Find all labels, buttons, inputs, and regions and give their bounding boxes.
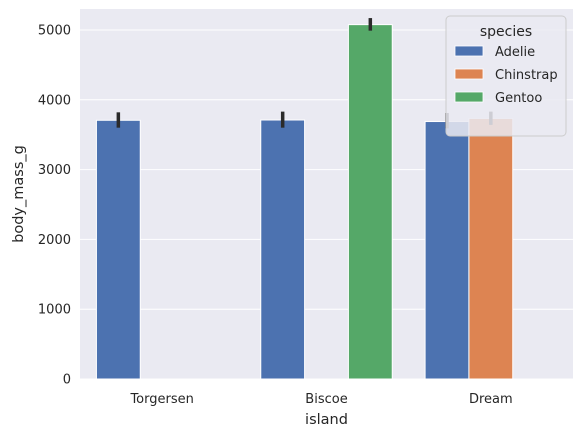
bar-adelie-biscoe	[261, 120, 305, 379]
y-axis: 0 1000 2000 3000 4000 5000	[38, 23, 71, 387]
y-tick-label: 0	[63, 373, 71, 388]
legend-label-adelie: Adelie	[495, 45, 535, 60]
legend: species Adelie Chinstrap Gentoo	[446, 16, 566, 136]
y-tick-label: 4000	[38, 93, 71, 108]
bar-adelie-dream	[425, 122, 469, 379]
bar-gentoo-biscoe	[348, 25, 392, 379]
y-tick-label: 5000	[38, 23, 71, 38]
legend-label-chinstrap: Chinstrap	[495, 68, 558, 83]
x-tick-label: Dream	[469, 392, 513, 407]
x-tick-label: Biscoe	[305, 392, 347, 407]
y-axis-label: body_mass_g	[11, 145, 27, 243]
legend-swatch-gentoo	[455, 92, 483, 102]
x-axis-label: island	[305, 412, 348, 428]
x-axis: Torgersen Biscoe Dream	[129, 392, 512, 407]
bar-adelie-torgersen	[96, 120, 140, 379]
legend-swatch-adelie	[455, 46, 483, 56]
y-tick-label: 1000	[38, 303, 71, 318]
legend-swatch-chinstrap	[455, 69, 483, 79]
y-tick-label: 3000	[38, 163, 71, 178]
bar-chinstrap-dream	[469, 118, 513, 379]
legend-label-gentoo: Gentoo	[495, 91, 542, 106]
y-tick-label: 2000	[38, 233, 71, 248]
x-tick-label: Torgersen	[129, 392, 193, 407]
legend-title: species	[480, 24, 532, 40]
